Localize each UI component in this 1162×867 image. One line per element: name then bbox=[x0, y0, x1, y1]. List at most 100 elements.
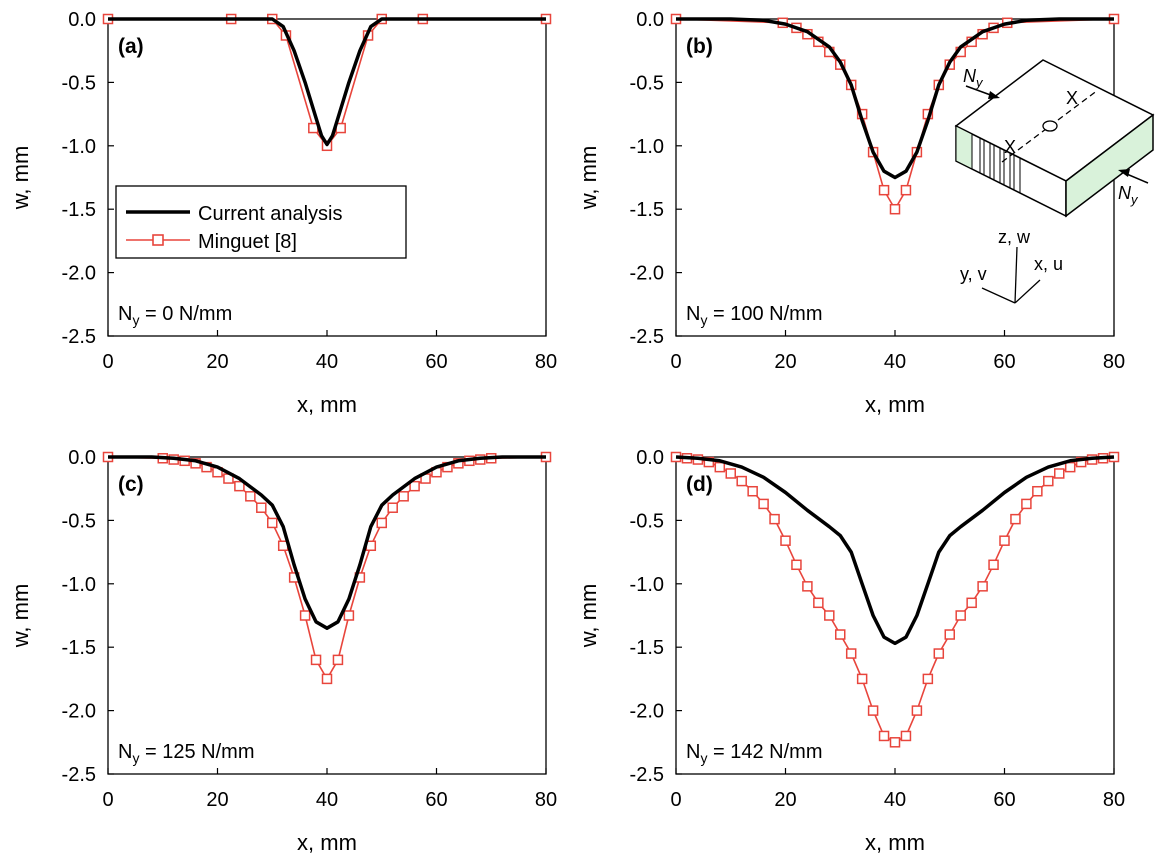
y-tick-label: -1.0 bbox=[62, 136, 96, 158]
inset-x-axis-label: x, u bbox=[1034, 254, 1063, 274]
inset-ny-arrowhead-top bbox=[988, 91, 1000, 99]
x-tick-label: 80 bbox=[1103, 351, 1125, 373]
minguet-point bbox=[409, 480, 420, 492]
y-tick-label: -1.0 bbox=[630, 136, 664, 158]
series-minguet-line bbox=[675, 456, 1115, 744]
inset-x-label-top: X bbox=[1066, 88, 1078, 108]
panel-1: 0.0 -0.5 -1.0 -1.5 -2.0 -2.5 0 20 40 60 80 x, mm w, … bbox=[8, 9, 557, 417]
x-axis-label: x, mm bbox=[865, 392, 925, 417]
series-current-line bbox=[675, 455, 1115, 646]
load-note: Ny = 142 N/mm bbox=[686, 741, 823, 766]
minguet-point bbox=[1010, 513, 1021, 525]
inset-schematic: X X Ny Ny z, w y, v x, u bbox=[954, 59, 1155, 304]
load-note: Ny = 125 N/mm bbox=[118, 741, 255, 766]
minguet-point bbox=[835, 629, 846, 640]
x-tick-label: 0 bbox=[102, 789, 113, 811]
x-tick-label: 80 bbox=[535, 351, 557, 373]
inset-ny-arrowhead-bottom bbox=[1118, 169, 1130, 177]
y-tick-label: -2.0 bbox=[62, 263, 96, 285]
minguet-point bbox=[911, 705, 923, 716]
y-tick-label: -1.0 bbox=[62, 574, 96, 596]
y-tick-label: -2.0 bbox=[630, 263, 664, 285]
minguet-point bbox=[824, 610, 835, 621]
y-tick-label: 0.0 bbox=[68, 9, 96, 31]
minguet-point bbox=[321, 673, 333, 685]
minguet-point bbox=[813, 597, 824, 609]
x-tick-label: 40 bbox=[316, 789, 338, 811]
minguet-point bbox=[966, 597, 977, 609]
panel-label: (a) bbox=[118, 35, 144, 58]
plot-frame bbox=[107, 18, 547, 337]
minguet-point bbox=[856, 673, 868, 685]
panel-label: (b) bbox=[686, 35, 713, 58]
y-axis-label: w, mm bbox=[8, 584, 33, 649]
plot-frame bbox=[675, 456, 1115, 775]
x-axis-label: x, mm bbox=[297, 830, 357, 855]
y-tick-label: -2.0 bbox=[62, 701, 96, 723]
minguet-point bbox=[747, 485, 758, 497]
x-tick-label: 40 bbox=[884, 351, 906, 373]
inset-y-axis bbox=[981, 287, 1016, 304]
legend-minguet-marker bbox=[152, 234, 164, 246]
minguet-point bbox=[1075, 456, 1087, 468]
minguet-point bbox=[256, 502, 267, 513]
y-tick-label: -2.5 bbox=[630, 764, 664, 786]
minguet-point bbox=[758, 498, 769, 510]
minguet-point bbox=[332, 654, 344, 666]
x-tick-label: 0 bbox=[670, 789, 681, 811]
inset-front-green-strip bbox=[955, 125, 973, 170]
minguet-point bbox=[714, 461, 726, 473]
legend-minguet-label: Minguet [8] bbox=[198, 231, 297, 253]
series-current-line bbox=[676, 17, 1114, 180]
y-axis-label: w, mm bbox=[576, 584, 601, 649]
x-tick-label: 0 bbox=[102, 351, 113, 373]
minguet-point bbox=[736, 475, 747, 487]
minguet-point bbox=[999, 535, 1010, 546]
x-tick-label: 60 bbox=[425, 351, 447, 373]
legend: Current analysis Minguet [8] bbox=[115, 185, 407, 259]
minguet-point bbox=[398, 491, 409, 502]
minguet-point bbox=[725, 468, 736, 479]
legend-box bbox=[115, 185, 407, 259]
inset-hole bbox=[1042, 120, 1058, 132]
series-minguet-line bbox=[107, 456, 547, 681]
load-note: Ny = 100 N/mm bbox=[686, 303, 823, 328]
y-tick-label: -0.5 bbox=[630, 72, 664, 94]
y-tick-label: -1.5 bbox=[62, 199, 96, 221]
minguet-point bbox=[900, 730, 912, 742]
x-tick-label: 20 bbox=[774, 351, 796, 373]
inset-right-face bbox=[1065, 113, 1154, 218]
y-tick-label: -0.5 bbox=[62, 510, 96, 532]
minguet-point bbox=[878, 730, 890, 742]
panel-2: 0.0 -0.5 -1.0 -1.5 -2.0 -2.5 0 20 40 60 80 x, mm w, … bbox=[576, 9, 1125, 417]
legend-current-label: Current analysis bbox=[198, 203, 343, 225]
y-axis-label: w, mm bbox=[576, 146, 601, 211]
inset-z-axis-label: z, w bbox=[998, 227, 1031, 247]
minguet-point bbox=[343, 610, 355, 621]
minguet-point bbox=[387, 502, 398, 513]
x-tick-label: 20 bbox=[206, 351, 228, 373]
minguet-point bbox=[234, 480, 245, 492]
load-note: Ny = 0 N/mm bbox=[118, 303, 232, 328]
x-tick-label: 0 bbox=[670, 351, 681, 373]
minguet-point bbox=[845, 648, 857, 659]
minguet-point bbox=[900, 184, 912, 196]
minguet-point bbox=[944, 629, 955, 640]
x-tick-label: 60 bbox=[993, 351, 1015, 373]
minguet-point bbox=[267, 517, 278, 529]
y-tick-label: -2.0 bbox=[630, 701, 664, 723]
y-tick-label: -0.5 bbox=[62, 72, 96, 94]
y-tick-label: -0.5 bbox=[630, 510, 664, 532]
minguet-point bbox=[245, 491, 256, 502]
minguet-point bbox=[1064, 461, 1076, 473]
minguet-point bbox=[376, 517, 387, 529]
minguet-point bbox=[802, 581, 813, 592]
x-tick-label: 40 bbox=[884, 789, 906, 811]
series-current-line bbox=[108, 455, 546, 630]
x-tick-label: 20 bbox=[206, 789, 228, 811]
y-tick-label: -1.5 bbox=[62, 637, 96, 659]
x-axis-label: x, mm bbox=[865, 830, 925, 855]
x-tick-label: 80 bbox=[535, 789, 557, 811]
minguet-point bbox=[1032, 485, 1043, 497]
